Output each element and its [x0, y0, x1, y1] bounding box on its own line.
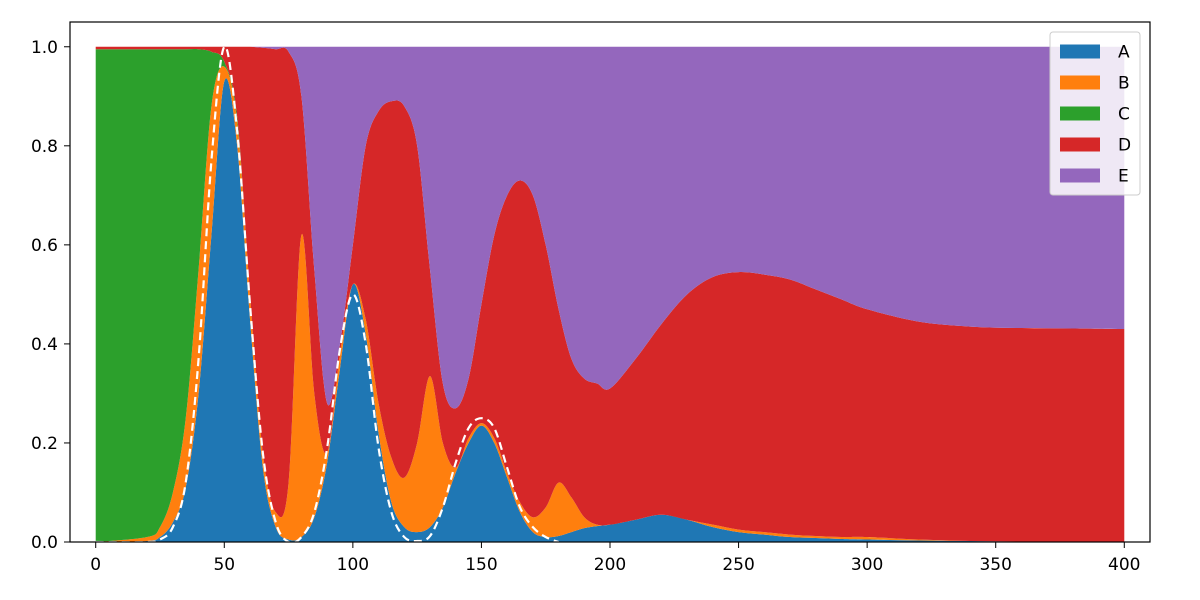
y-tick-label: 0.8 — [31, 137, 58, 157]
area-series-a — [95, 78, 1125, 543]
area-series-b — [95, 66, 1125, 542]
x-tick-label: 0 — [90, 555, 101, 575]
y-tick-label: 0.0 — [31, 533, 58, 553]
peak-envelope — [95, 45, 559, 545]
y-tick-label: 0.2 — [31, 434, 58, 454]
area-layers — [95, 46, 1125, 543]
area-series-e — [95, 46, 1125, 409]
legend-label-a: A — [1118, 43, 1130, 63]
x-tick-label: 400 — [1108, 555, 1140, 575]
legend-label-d: D — [1118, 136, 1131, 156]
x-tick-label: 150 — [465, 555, 497, 575]
peak-envelope-line — [95, 45, 559, 545]
x-axis: 0 50 100 150 200 250 300 350 400 — [90, 542, 1141, 575]
legend-swatch-c — [1060, 106, 1100, 121]
legend-swatch-e — [1060, 168, 1100, 183]
x-tick-label: 250 — [722, 555, 754, 575]
legend-label-c: C — [1118, 105, 1130, 125]
legend-swatch-a — [1060, 44, 1100, 59]
x-tick-label: 350 — [979, 555, 1011, 575]
y-tick-label: 1.0 — [31, 38, 58, 58]
x-tick-label: 50 — [213, 555, 235, 575]
y-tick-label: 0.4 — [31, 335, 58, 355]
legend-label-e: E — [1118, 167, 1129, 187]
x-tick-label: 100 — [337, 555, 369, 575]
legend-swatch-b — [1060, 75, 1100, 90]
legend-label-b: B — [1118, 74, 1130, 94]
area-series-c — [95, 49, 1125, 543]
area-series-d — [95, 46, 1125, 542]
x-tick-label: 300 — [851, 555, 883, 575]
y-tick-label: 0.6 — [31, 236, 58, 256]
y-axis: 0.0 0.2 0.4 0.6 0.8 1.0 — [31, 38, 70, 553]
x-tick-label: 200 — [594, 555, 626, 575]
legend-swatch-d — [1060, 137, 1100, 152]
